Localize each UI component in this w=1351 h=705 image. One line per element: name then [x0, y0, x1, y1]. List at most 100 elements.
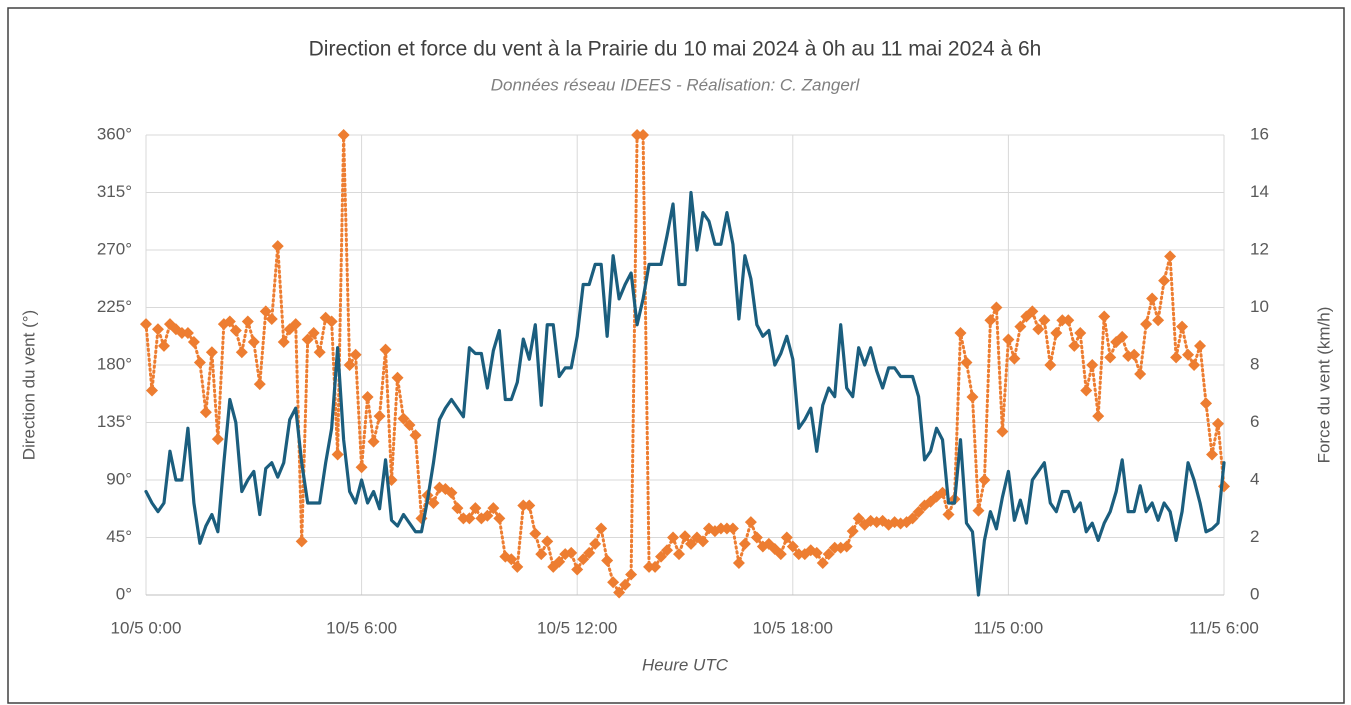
marker: [187, 336, 200, 348]
x-tick-label: 11/5 0:00: [974, 618, 1044, 637]
y2-tick-label: 14: [1250, 182, 1269, 201]
y2-tick-label: 8: [1250, 354, 1259, 373]
marker: [469, 502, 482, 515]
marker: [1086, 359, 1099, 371]
marker: [1152, 314, 1165, 327]
marker: [265, 313, 278, 325]
marker: [367, 435, 380, 448]
marker: [589, 537, 602, 550]
y-tick-label: 180°: [97, 354, 132, 373]
marker: [391, 371, 404, 384]
marker: [750, 531, 763, 544]
marker: [1206, 448, 1219, 461]
marker: [157, 339, 170, 352]
y2-axis-title: Force du vent (km/h): [1314, 307, 1333, 464]
marker: [325, 315, 338, 328]
marker: [744, 516, 757, 529]
marker: [361, 390, 374, 403]
marker: [577, 553, 590, 566]
marker: [565, 546, 578, 559]
y2-tick-label: 12: [1250, 239, 1269, 258]
marker: [1008, 352, 1021, 365]
x-tick-label: 11/5 6:00: [1189, 618, 1259, 637]
marker: [637, 129, 650, 141]
marker: [241, 315, 254, 328]
marker: [571, 563, 584, 576]
marker: [649, 560, 662, 573]
marker: [541, 535, 554, 548]
x-tick-label: 10/5 6:00: [326, 618, 397, 637]
marker: [583, 546, 596, 559]
marker: [1050, 327, 1063, 340]
marker: [1062, 314, 1075, 327]
marker: [229, 324, 242, 337]
marker: [613, 586, 626, 599]
marker: [529, 527, 542, 540]
marker: [1146, 292, 1159, 305]
marker: [511, 560, 524, 573]
marker: [337, 129, 350, 141]
marker: [307, 327, 320, 340]
chart-title: Direction et force du vent à la Prairie …: [309, 38, 1042, 61]
x-axis-title: Heure UTC: [642, 655, 729, 674]
marker: [373, 410, 386, 423]
marker: [271, 240, 284, 253]
marker: [667, 531, 680, 544]
marker: [505, 553, 518, 566]
marker: [427, 497, 440, 509]
marker: [912, 505, 925, 518]
marker: [295, 535, 308, 548]
chart-subtitle: Données réseau IDEES - Réalisation: C. Z…: [491, 75, 861, 94]
marker: [523, 499, 536, 512]
marker: [846, 525, 859, 538]
marker: [211, 433, 224, 446]
marker: [1212, 417, 1225, 430]
y2-tick-label: 10: [1250, 297, 1269, 316]
marker: [1194, 339, 1207, 352]
marker: [1080, 384, 1093, 397]
marker: [1026, 305, 1039, 318]
x-tick-label: 10/5 18:00: [753, 618, 833, 637]
marker: [661, 544, 674, 557]
y2-tick-label: 16: [1250, 124, 1269, 143]
marker: [397, 412, 410, 425]
marker: [822, 548, 835, 561]
marker: [1044, 359, 1057, 371]
marker: [655, 550, 668, 563]
marker: [289, 318, 302, 331]
marker: [259, 305, 272, 318]
marker: [277, 336, 290, 348]
marker: [1134, 367, 1147, 380]
series-line: [144, 190, 1226, 597]
marker: [684, 537, 697, 550]
marker: [235, 346, 248, 359]
marker: [679, 530, 691, 543]
marker: [816, 557, 829, 570]
marker: [343, 359, 356, 371]
marker: [1200, 397, 1213, 410]
marker: [553, 555, 566, 568]
marker: [972, 504, 985, 517]
marker: [625, 568, 638, 581]
y-tick-label: 135°: [97, 412, 132, 431]
marker: [936, 486, 949, 499]
marker: [181, 327, 194, 340]
marker: [1104, 351, 1117, 364]
marker: [852, 512, 865, 525]
marker: [960, 356, 973, 369]
marker: [954, 327, 967, 340]
marker: [595, 522, 608, 535]
marker: [247, 336, 260, 348]
marker: [487, 502, 500, 515]
marker: [1014, 320, 1027, 333]
marker: [1038, 314, 1051, 327]
marker: [726, 522, 739, 535]
chart-frame: [7, 7, 1345, 704]
y2-tick-label: 4: [1250, 469, 1259, 488]
marker: [253, 378, 266, 391]
marker: [349, 348, 362, 361]
marker: [786, 540, 799, 553]
marker: [984, 314, 997, 327]
y2-tick-label: 6: [1250, 412, 1259, 431]
